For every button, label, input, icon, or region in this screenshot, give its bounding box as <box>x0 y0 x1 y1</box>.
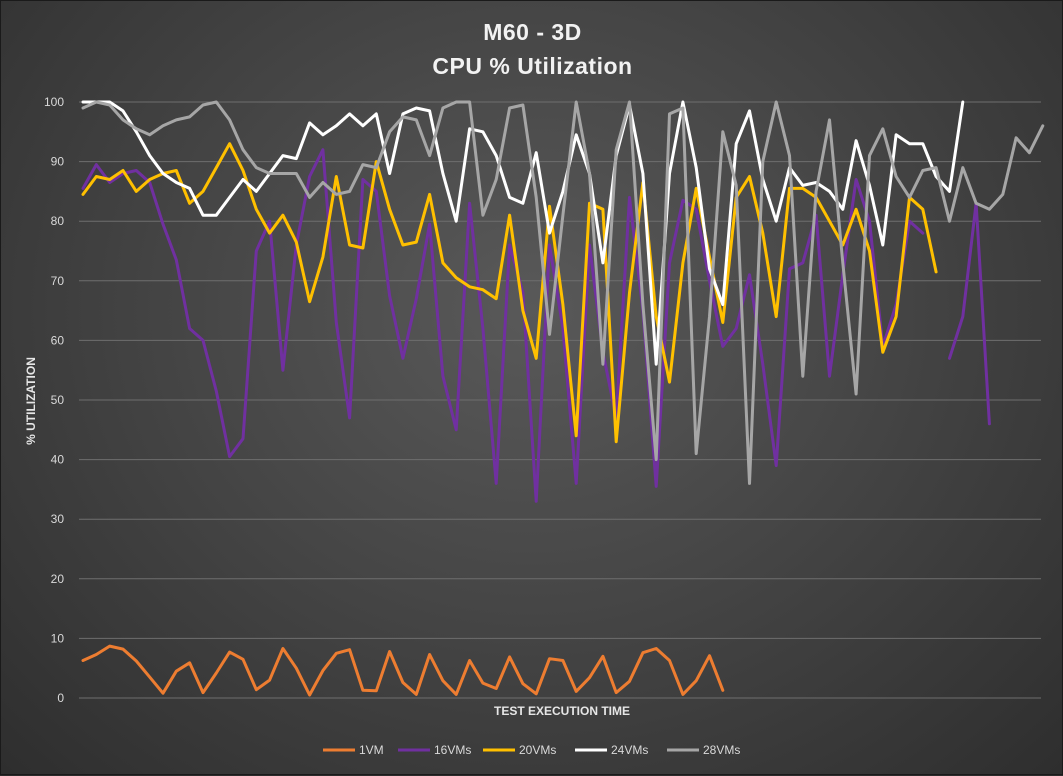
y-tick-label: 80 <box>51 214 65 228</box>
y-tick-label: 20 <box>51 572 65 586</box>
chart-title: M60 - 3D <box>483 19 582 45</box>
series-line-16vms <box>81 148 991 503</box>
series-line-28vms <box>81 100 1045 485</box>
y-tick-label: 50 <box>51 393 65 407</box>
legend-item-28vms: 28VMs <box>667 743 740 757</box>
y-tick-label: 100 <box>44 95 64 109</box>
series-line-24vms <box>81 100 965 366</box>
y-tick-label: 70 <box>51 274 65 288</box>
chart-subtitle: CPU % Utilization <box>432 53 633 79</box>
y-tick-label: 30 <box>51 512 65 526</box>
legend-item-1vm: 1VM <box>323 743 384 757</box>
y-tick-label: 60 <box>51 333 65 347</box>
legend-label: 20VMs <box>519 743 556 757</box>
gridlines <box>79 101 1041 699</box>
series-line-20vms <box>81 142 938 444</box>
y-tick-label: 90 <box>51 155 65 169</box>
y-tick-label: 10 <box>51 631 65 645</box>
x-axis-title: TEST EXECUTION TIME <box>494 704 630 718</box>
y-axis-ticks: 0 10 20 30 40 50 60 70 80 90 100 <box>44 95 64 705</box>
legend-item-24vms: 24VMs <box>575 743 648 757</box>
legend-label: 24VMs <box>611 743 648 757</box>
legend-item-16vms: 16VMs <box>398 743 471 757</box>
legend-label: 28VMs <box>703 743 740 757</box>
legend-label: 16VMs <box>434 743 471 757</box>
legend-label: 1VM <box>359 743 384 757</box>
legend: 1VM 16VMs 20VMs 24VMs 28VMs <box>323 743 740 757</box>
y-tick-label: 40 <box>51 453 65 467</box>
series-line-1vm <box>81 644 725 697</box>
y-tick-label: 0 <box>57 691 64 705</box>
legend-item-20vms: 20VMs <box>483 743 556 757</box>
series-lines <box>81 100 1045 697</box>
y-axis-title: % UTILIZATION <box>24 357 38 445</box>
